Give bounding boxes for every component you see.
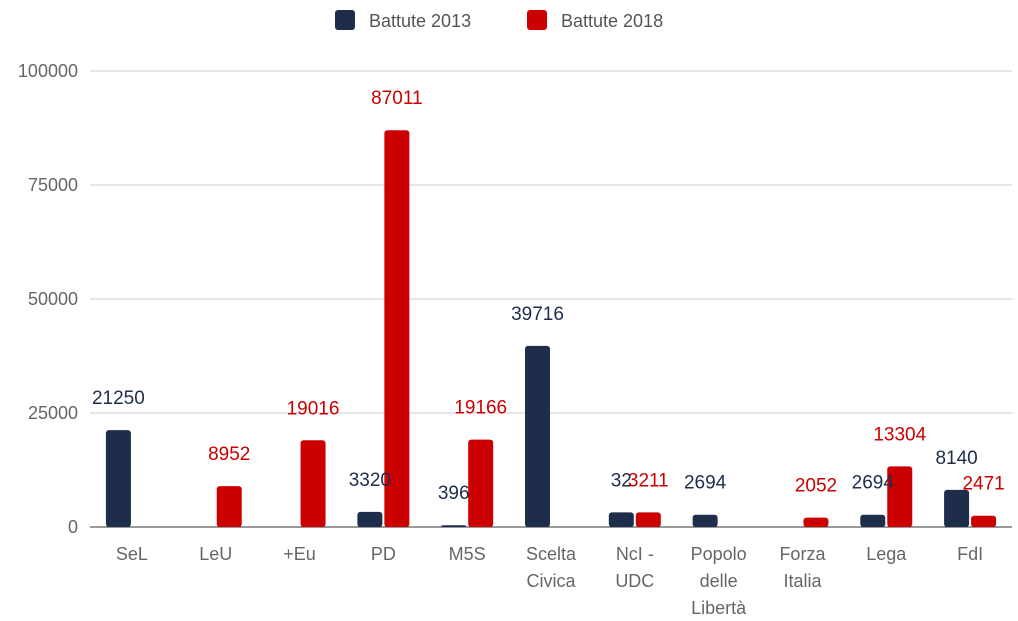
data-label: 39716 [511, 304, 564, 325]
bar-battute-2018 [635, 512, 661, 527]
data-label: 32 [611, 470, 632, 491]
bar-battute-2013 [441, 525, 467, 527]
bar-battute-2013 [692, 514, 718, 527]
bar-battute-2018 [384, 130, 410, 527]
bar-battute-2013 [860, 514, 886, 527]
data-label: 87011 [371, 88, 422, 109]
legend-swatch [335, 10, 355, 30]
data-label: 19166 [454, 398, 507, 419]
legend-label: Battute 2018 [561, 11, 663, 31]
y-tick-label: 50000 [28, 289, 78, 309]
x-category-label: Popolo delle Libertà [691, 544, 748, 618]
data-labels: 21250 3320 396 39716 32 2694 2694 8140 8952 19016… [92, 88, 1005, 504]
data-label: 19016 [287, 398, 340, 419]
y-tick-label: 100000 [18, 61, 78, 81]
bar-battute-2013 [944, 489, 970, 527]
x-category-label: SeL [116, 544, 148, 564]
gridlines [90, 70, 1012, 528]
x-category-label: LeU [199, 544, 232, 564]
x-category-label: +Eu [283, 544, 316, 564]
y-tick-label: 0 [68, 517, 78, 537]
bar-battute-2018 [468, 439, 494, 527]
x-category-label: M5S [449, 544, 486, 564]
bar-battute-2018 [300, 440, 326, 527]
x-category-label: PD [371, 544, 396, 564]
bars [105, 130, 997, 527]
data-label: 21250 [92, 388, 145, 409]
y-tick-label: 25000 [28, 403, 78, 423]
data-label: 13304 [873, 424, 926, 445]
data-label: 8952 [208, 444, 250, 465]
bar-battute-2018 [971, 515, 997, 527]
x-axis-categories: SeL LeU +Eu PD M5S Scelta Civica NcI -UDC Popolo… [116, 544, 983, 618]
x-category-label: Scelta Civica [526, 544, 577, 591]
bar-battute-2013 [525, 345, 550, 527]
x-category-label: FdI [957, 544, 983, 564]
data-label: 2052 [795, 476, 837, 497]
y-axis-ticks: 0 25000 50000 75000 100000 [18, 61, 78, 537]
data-label: 396 [438, 483, 470, 504]
data-label: 8140 [935, 448, 977, 469]
y-tick-label: 75000 [28, 175, 78, 195]
x-category-label: Forza Italia [779, 544, 826, 591]
x-category-label: Lega [866, 544, 907, 564]
legend-label: Battute 2013 [369, 11, 471, 31]
data-label: 3320 [349, 470, 391, 491]
bar-battute-2018 [887, 466, 913, 527]
bar-battute-2018 [803, 517, 829, 527]
legend: Battute 2013 Battute 2018 [335, 10, 663, 31]
bar-battute-2013 [608, 512, 634, 527]
bar-battute-2013 [357, 511, 383, 527]
data-label: 3211 [628, 470, 669, 491]
x-category-label: NcI -UDC [615, 544, 654, 591]
data-label: 2694 [852, 473, 895, 494]
data-label: 2471 [962, 474, 1004, 495]
legend-swatch [527, 10, 547, 30]
data-label: 2694 [684, 473, 727, 494]
bar-battute-2018 [216, 486, 242, 527]
bar-battute-2013 [105, 430, 131, 527]
